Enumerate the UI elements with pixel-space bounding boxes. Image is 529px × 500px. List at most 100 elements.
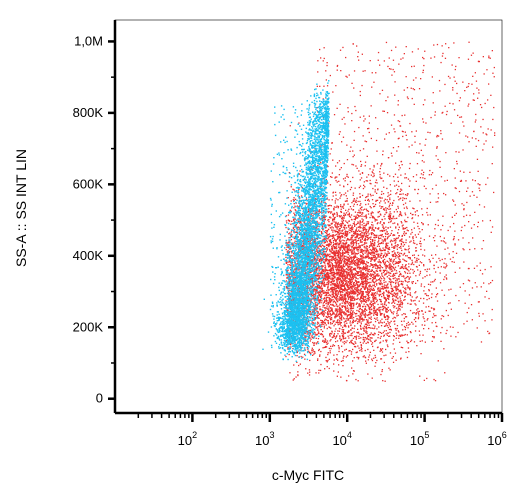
data-point — [356, 283, 358, 285]
data-point — [323, 327, 325, 329]
data-point — [353, 203, 355, 205]
data-point — [357, 291, 360, 293]
data-point — [389, 197, 391, 199]
data-point — [365, 280, 367, 282]
data-point — [366, 235, 368, 237]
data-point — [327, 262, 329, 264]
data-point — [404, 260, 406, 262]
data-point — [377, 261, 379, 263]
data-point — [315, 337, 317, 339]
data-point — [339, 168, 341, 171]
data-point — [473, 93, 475, 95]
data-point — [368, 285, 370, 287]
data-point — [297, 243, 299, 246]
data-point — [318, 217, 321, 219]
data-point — [403, 267, 405, 270]
data-point — [385, 269, 387, 271]
data-point — [321, 287, 323, 289]
data-point — [426, 299, 428, 301]
data-point — [336, 181, 338, 183]
data-point — [372, 228, 374, 231]
data-point — [453, 168, 455, 170]
data-point — [355, 338, 357, 340]
data-point — [400, 58, 402, 60]
data-point — [395, 237, 397, 239]
data-point — [361, 256, 363, 258]
data-point — [398, 215, 400, 217]
data-point — [384, 240, 386, 242]
data-point — [335, 198, 337, 200]
data-point — [325, 300, 327, 302]
data-point — [351, 313, 353, 316]
data-point — [362, 219, 364, 221]
data-point — [410, 233, 412, 235]
data-point — [306, 347, 308, 349]
data-point — [328, 269, 330, 272]
data-point — [479, 189, 481, 192]
data-point — [341, 297, 343, 299]
data-point — [439, 160, 441, 163]
data-point — [335, 262, 337, 264]
data-point — [353, 263, 356, 265]
data-point — [389, 216, 392, 218]
data-point — [344, 324, 347, 327]
data-point — [325, 79, 327, 81]
data-point — [338, 174, 340, 176]
data-point — [316, 307, 319, 309]
data-point — [341, 222, 343, 224]
data-point — [295, 209, 297, 212]
data-point — [336, 247, 338, 249]
data-point — [426, 211, 428, 214]
data-point — [401, 347, 404, 349]
data-point — [353, 154, 355, 156]
data-point — [368, 228, 370, 230]
data-point — [488, 55, 490, 57]
data-point — [333, 335, 335, 337]
data-point — [350, 238, 352, 240]
data-point — [327, 314, 329, 316]
data-point — [365, 270, 367, 272]
data-point — [309, 242, 312, 244]
data-point — [417, 48, 419, 50]
data-point — [340, 255, 342, 257]
data-point — [409, 162, 411, 165]
data-point — [375, 200, 377, 202]
data-point — [334, 202, 336, 204]
data-point — [388, 194, 390, 196]
data-point — [349, 296, 351, 299]
data-point — [359, 276, 361, 279]
data-point — [359, 258, 361, 260]
data-point — [397, 309, 399, 311]
data-point — [363, 276, 366, 278]
data-point — [427, 131, 429, 133]
data-point — [443, 237, 445, 239]
data-point — [329, 335, 331, 337]
data-point — [364, 208, 366, 210]
data-point — [308, 256, 310, 258]
data-point — [407, 321, 409, 323]
data-point — [327, 258, 329, 261]
data-point — [296, 351, 298, 354]
data-point — [342, 268, 344, 270]
data-point — [365, 360, 367, 362]
data-point — [381, 313, 383, 315]
data-point — [417, 318, 420, 320]
data-point — [355, 215, 357, 217]
data-point — [352, 307, 355, 309]
data-point — [346, 221, 348, 223]
data-point — [335, 336, 337, 338]
data-point — [351, 307, 354, 310]
data-point — [445, 274, 447, 276]
data-point — [414, 261, 416, 263]
data-point — [396, 246, 398, 248]
data-point — [337, 232, 339, 234]
data-point — [372, 307, 375, 309]
data-point — [367, 221, 370, 223]
data-point — [346, 273, 348, 275]
data-point — [309, 290, 311, 293]
data-point — [362, 209, 364, 211]
data-point — [340, 376, 342, 378]
data-point — [327, 259, 330, 261]
data-point — [351, 202, 353, 204]
data-point — [472, 99, 474, 101]
